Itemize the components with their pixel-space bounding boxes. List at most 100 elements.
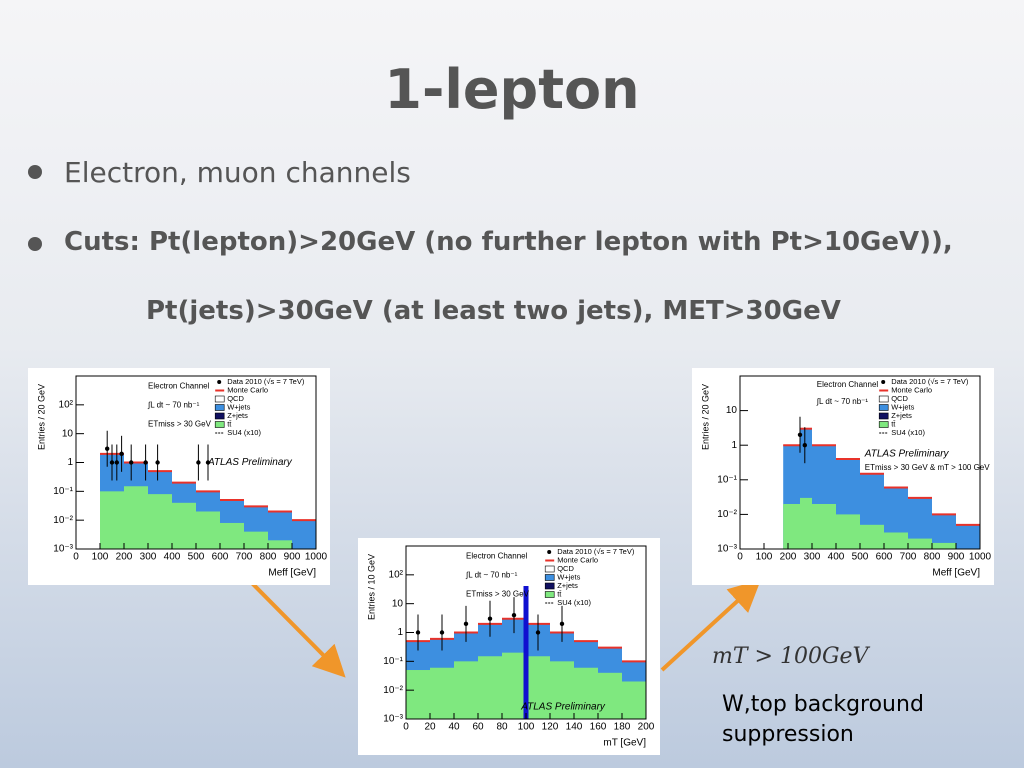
legend-label: Data 2010 (√s = 7 TeV): [227, 377, 305, 386]
y-tick-label: 10: [62, 428, 74, 439]
legend-swatch: [214, 404, 225, 411]
histogram-bar: [268, 540, 292, 549]
legend-label: W+jets: [557, 572, 580, 581]
y-tick-label: 10⁻²: [53, 515, 73, 526]
histogram-bar: [860, 524, 884, 549]
x-tick-label: 500: [188, 552, 205, 563]
x-tick-label: 900: [948, 552, 965, 563]
formula: mT > 100GeV: [712, 644, 869, 669]
x-tick-label: 20: [424, 722, 436, 733]
x-tick-label: 700: [236, 552, 253, 563]
y-axis-label: Entries / 20 GeV: [36, 384, 46, 450]
data-point: [415, 630, 421, 635]
legend-label: W+jets: [227, 402, 250, 411]
legend-swatch: [214, 412, 225, 420]
legend-swatch: [544, 574, 555, 581]
data-point: [802, 443, 807, 448]
legend-label: tt̄: [227, 419, 232, 428]
legend-label: tt̄: [891, 419, 896, 428]
x-tick-label: 700: [900, 552, 917, 563]
legend-label: QCD: [227, 394, 244, 403]
x-tick-label: 300: [804, 552, 821, 563]
x-tick-label: 200: [116, 552, 133, 563]
annotation: ETmiss > 30 GeV: [466, 590, 530, 599]
legend-label: Monte Carlo: [557, 555, 598, 564]
histogram-bar: [908, 538, 932, 549]
annotation: ∫L dt ~ 70 nb⁻¹: [816, 397, 869, 406]
histogram-bar: [884, 532, 908, 549]
arrow: [660, 579, 761, 672]
y-tick-label: 10⁻¹: [383, 656, 403, 667]
annotation: Electron Channel: [466, 551, 528, 560]
x-tick-label: 0: [73, 552, 79, 563]
arrow: [242, 573, 346, 678]
x-tick-label: 100: [756, 552, 773, 563]
x-tick-label: 400: [164, 552, 181, 563]
legend-label: QCD: [891, 394, 908, 403]
data-point: [439, 630, 445, 635]
x-tick-label: 400: [828, 552, 845, 563]
x-tick-label: 0: [737, 552, 743, 563]
x-tick-label: 1000: [305, 552, 328, 563]
data-point: [559, 621, 565, 627]
annotation: ATLAS Preliminary: [864, 448, 950, 459]
legend-label: Z+jets: [557, 581, 578, 590]
legend-swatch: [878, 395, 889, 403]
caption: suppression: [722, 722, 854, 747]
x-tick-label: 600: [876, 552, 893, 563]
legend-swatch: [217, 380, 222, 384]
x-tick-label: 800: [260, 552, 277, 563]
x-tick-label: 500: [852, 552, 869, 563]
histogram-bar: [932, 542, 956, 549]
x-tick-label: 100: [518, 722, 535, 733]
x-tick-label: 300: [140, 552, 157, 563]
histogram-bar: [454, 661, 478, 719]
y-tick-label: 10⁻²: [717, 509, 737, 520]
legend-swatch: [544, 582, 555, 590]
x-tick-label: 60: [472, 722, 484, 733]
x-tick-label: 0: [403, 722, 409, 733]
legend-swatch: [214, 421, 225, 428]
annotation: Electron Channel: [817, 380, 879, 389]
legend-label: tt̄: [557, 589, 562, 598]
legend-swatch: [878, 421, 889, 428]
legend-label: SU4 (x10): [227, 428, 261, 437]
legend-swatch: [547, 550, 552, 554]
y-tick-label: 10²: [59, 399, 74, 410]
bullet: Pt(jets)>30GeV (at least two jets), MET>…: [146, 296, 841, 326]
legend-swatch: [544, 565, 555, 573]
legend-label: QCD: [557, 564, 574, 573]
x-axis-label: mT [GeV]: [603, 738, 646, 749]
x-tick-label: 800: [924, 552, 941, 563]
y-axis-label: Entries / 20 GeV: [700, 384, 710, 450]
legend-label: Z+jets: [227, 411, 248, 420]
annotation: ∫L dt ~ 70 nb⁻¹: [465, 571, 518, 580]
legend-label: SU4 (x10): [557, 598, 591, 607]
x-tick-label: 200: [638, 722, 655, 733]
y-tick-label: 1: [67, 457, 73, 468]
legend-label: SU4 (x10): [891, 428, 925, 437]
histogram-bar: [502, 652, 526, 719]
histogram-bar: [526, 656, 550, 719]
legend-swatch: [878, 412, 889, 420]
x-tick-label: 120: [542, 722, 559, 733]
histogram-bar: [124, 486, 148, 549]
legend-swatch: [214, 395, 225, 403]
x-tick-label: 900: [284, 552, 301, 563]
annotation: ETmiss > 30 GeV: [148, 420, 212, 429]
legend-label: Data 2010 (√s = 7 TeV): [557, 547, 635, 556]
legend-swatch: [878, 404, 889, 411]
data-point: [155, 460, 160, 465]
histogram-bar: [550, 661, 574, 719]
histogram-bar: [783, 503, 800, 549]
caption: W,top background: [722, 692, 924, 717]
data-point: [205, 460, 211, 465]
x-tick-label: 200: [780, 552, 797, 563]
x-tick-label: 180: [614, 722, 631, 733]
y-tick-label: 10⁻³: [717, 544, 737, 555]
histogram-bar: [430, 667, 454, 719]
y-tick-label: 10⁻²: [383, 685, 403, 696]
histogram-bar: [800, 497, 812, 549]
legend-label: Monte Carlo: [227, 385, 268, 394]
x-tick-label: 40: [448, 722, 460, 733]
